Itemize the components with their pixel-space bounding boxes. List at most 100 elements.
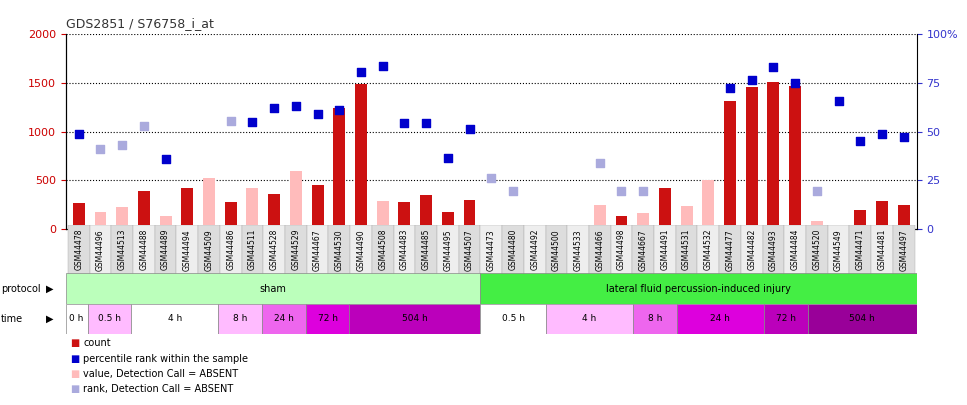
Bar xyxy=(854,210,866,229)
Bar xyxy=(610,225,632,277)
Text: GSM44478: GSM44478 xyxy=(74,229,83,271)
Point xyxy=(93,146,108,152)
Point xyxy=(831,98,846,104)
Text: GSM44473: GSM44473 xyxy=(486,229,496,271)
Bar xyxy=(719,225,741,277)
Text: 0 h: 0 h xyxy=(70,314,84,324)
Text: 0.5 h: 0.5 h xyxy=(98,314,121,324)
Bar xyxy=(481,273,917,304)
Text: GSM44466: GSM44466 xyxy=(596,229,604,271)
Point xyxy=(136,123,152,129)
Point xyxy=(223,118,239,124)
Text: GSM44491: GSM44491 xyxy=(660,229,669,271)
Bar xyxy=(307,225,329,277)
Bar xyxy=(290,171,302,229)
Point xyxy=(353,69,368,76)
Bar xyxy=(633,304,677,334)
Bar xyxy=(306,304,349,334)
Bar xyxy=(68,225,90,277)
Bar xyxy=(784,225,806,277)
Point xyxy=(462,126,478,132)
Text: GSM44481: GSM44481 xyxy=(877,229,887,271)
Text: GSM44549: GSM44549 xyxy=(835,229,843,271)
Text: 72 h: 72 h xyxy=(317,314,337,324)
Text: 504 h: 504 h xyxy=(849,314,875,324)
Point xyxy=(245,119,260,125)
Text: GSM44482: GSM44482 xyxy=(747,229,756,271)
Bar xyxy=(334,108,345,229)
Bar xyxy=(764,304,807,334)
Bar xyxy=(876,201,888,229)
Bar xyxy=(176,225,198,277)
Text: GSM44492: GSM44492 xyxy=(530,229,540,271)
Bar xyxy=(198,225,220,277)
Text: ■: ■ xyxy=(71,369,80,379)
Text: 8 h: 8 h xyxy=(233,314,248,324)
Text: GSM44471: GSM44471 xyxy=(856,229,864,271)
Bar xyxy=(637,213,649,229)
Text: GSM44500: GSM44500 xyxy=(552,229,561,271)
Bar xyxy=(789,86,801,229)
Bar xyxy=(242,225,263,277)
Text: value, Detection Call = ABSENT: value, Detection Call = ABSENT xyxy=(83,369,238,379)
Bar xyxy=(415,225,437,277)
Bar xyxy=(442,212,454,229)
Bar xyxy=(697,225,719,277)
Point xyxy=(505,188,520,195)
Bar xyxy=(676,225,697,277)
Point xyxy=(114,142,130,149)
Text: 24 h: 24 h xyxy=(274,314,294,324)
Bar xyxy=(659,188,671,229)
Text: GSM44509: GSM44509 xyxy=(205,229,214,271)
Point xyxy=(484,175,499,181)
Bar xyxy=(724,100,736,229)
Bar xyxy=(632,225,654,277)
Bar xyxy=(95,212,106,229)
Point xyxy=(809,188,825,195)
Text: GSM44484: GSM44484 xyxy=(791,229,800,271)
Point xyxy=(288,102,304,109)
Bar xyxy=(871,225,893,277)
Point xyxy=(332,107,347,113)
Bar xyxy=(285,225,307,277)
Text: time: time xyxy=(1,314,23,324)
Text: GSM44511: GSM44511 xyxy=(248,229,257,271)
Text: GSM44494: GSM44494 xyxy=(183,229,191,271)
Bar xyxy=(677,304,764,334)
Bar xyxy=(811,221,823,229)
Bar xyxy=(116,207,129,229)
Text: protocol: protocol xyxy=(1,284,41,294)
Text: ■: ■ xyxy=(71,338,80,348)
Bar xyxy=(681,207,692,229)
Bar xyxy=(746,87,758,229)
Text: 4 h: 4 h xyxy=(582,314,597,324)
Bar xyxy=(897,205,910,229)
Text: GSM44528: GSM44528 xyxy=(270,229,278,271)
Text: GSM44507: GSM44507 xyxy=(465,229,474,271)
Bar xyxy=(219,304,262,334)
Bar xyxy=(311,185,324,229)
Point xyxy=(722,85,738,92)
Bar xyxy=(568,225,589,277)
Point xyxy=(309,111,325,117)
Point xyxy=(375,62,391,69)
Text: GSM44667: GSM44667 xyxy=(638,229,648,271)
Bar xyxy=(545,225,568,277)
Text: GSM44486: GSM44486 xyxy=(226,229,235,271)
Bar xyxy=(132,304,219,334)
Bar xyxy=(437,225,458,277)
Text: GSM44498: GSM44498 xyxy=(617,229,626,271)
Bar xyxy=(349,304,481,334)
Text: GSM44496: GSM44496 xyxy=(96,229,105,271)
Text: ▶: ▶ xyxy=(45,314,53,324)
Bar xyxy=(350,225,372,277)
Bar xyxy=(807,304,917,334)
Point xyxy=(744,77,759,83)
Bar xyxy=(420,195,432,229)
Bar xyxy=(463,200,476,229)
Text: GSM44532: GSM44532 xyxy=(704,229,713,271)
Text: 504 h: 504 h xyxy=(402,314,427,324)
Bar xyxy=(481,225,502,277)
Text: 0.5 h: 0.5 h xyxy=(502,314,524,324)
Bar xyxy=(502,225,524,277)
